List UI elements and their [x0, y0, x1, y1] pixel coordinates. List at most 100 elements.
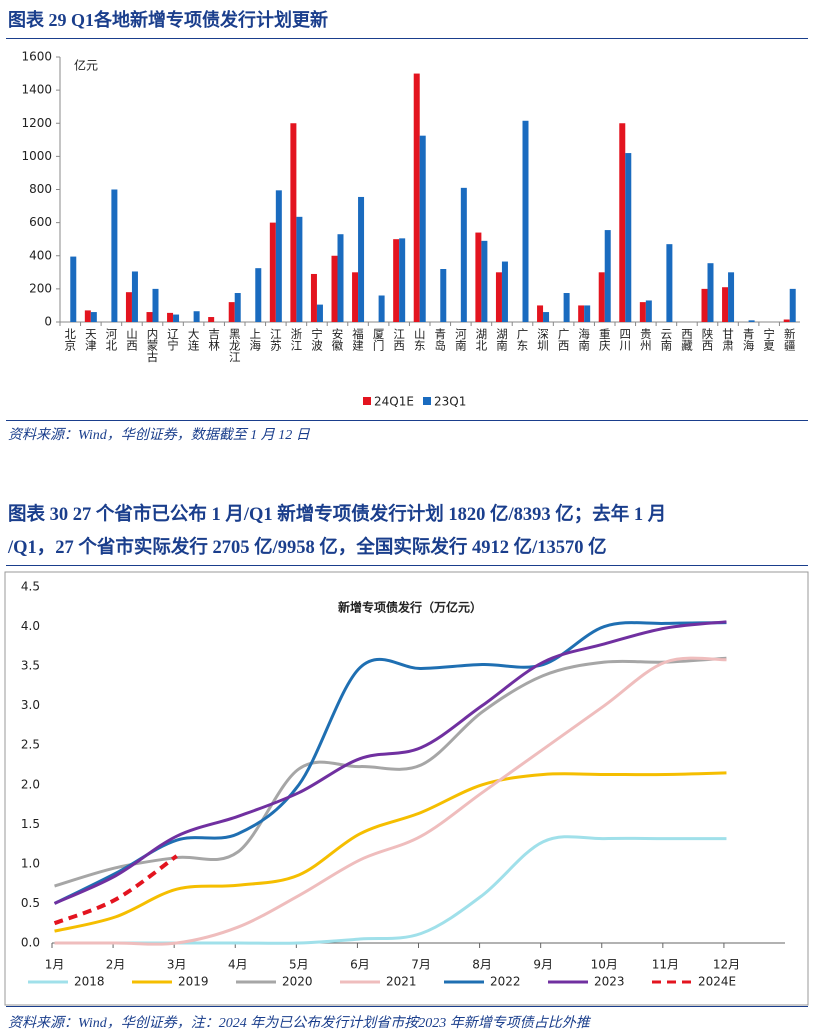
legend-label: 2023 [594, 975, 625, 989]
x-tick-label: 12月 [713, 958, 740, 972]
x-tick-label: 11月 [652, 958, 679, 972]
y-tick-label: 2.5 [21, 738, 40, 752]
x-tick-label: 6月 [350, 958, 370, 972]
bar [70, 256, 77, 322]
bar [234, 293, 241, 322]
bar [722, 287, 729, 322]
bar [228, 302, 235, 322]
x-tick-label: 7月 [411, 958, 431, 972]
x-tick-label: 山西 [125, 328, 139, 351]
bar [563, 293, 570, 322]
bar [495, 272, 502, 322]
legend-label: 24Q1E [374, 395, 414, 409]
x-tick-label: 9月 [533, 958, 553, 972]
x-tick-label: 福建 [351, 327, 365, 352]
chart-title: 新增专项债发行（万亿元） [338, 600, 482, 615]
bar [537, 305, 544, 322]
line-series [54, 771, 727, 933]
bar [193, 311, 200, 322]
x-tick-label: 3月 [167, 958, 187, 972]
y-tick-label: 1000 [21, 149, 52, 163]
x-tick-label: 云南 [659, 328, 673, 351]
bar [625, 153, 632, 322]
rule [6, 38, 808, 39]
x-tick-label: 新疆 [783, 327, 797, 351]
bar [728, 272, 735, 322]
bar [619, 123, 626, 322]
bar [578, 305, 585, 322]
x-tick-label: 广东 [516, 328, 530, 351]
x-tick-label: 湖北 [474, 327, 488, 351]
bar [748, 320, 755, 322]
legend-label: 2022 [490, 975, 521, 989]
bar [419, 135, 426, 322]
x-tick-label: 上海 [248, 328, 262, 352]
y-tick-label: 400 [29, 248, 52, 262]
bar [501, 261, 508, 322]
bar [393, 239, 400, 322]
y-tick-label: 0 [44, 315, 52, 329]
x-tick-label: 江苏 [269, 328, 283, 352]
caption: 图表 29 Q1各地新增专项债发行计划更新 [8, 10, 328, 30]
x-tick-label: 4月 [228, 958, 248, 972]
x-tick-label: 河北 [104, 328, 118, 351]
bar [789, 288, 796, 322]
bar [783, 319, 790, 322]
bar [290, 123, 297, 322]
x-tick-label: 广西 [557, 328, 571, 351]
y-tick-label: 3.5 [21, 659, 40, 673]
line-series [54, 656, 727, 888]
legend-label: 2019 [178, 975, 209, 989]
bar [208, 317, 215, 322]
bar [111, 189, 118, 322]
line-series [53, 621, 727, 905]
legend-label: 2021 [386, 975, 417, 989]
bar [275, 190, 282, 322]
x-tick-label: 1月 [45, 958, 65, 972]
frame [4, 571, 809, 1006]
x-tick-label: 宁波 [310, 327, 324, 352]
legend-label: 2018 [74, 975, 105, 989]
y-tick-label: 1400 [21, 83, 52, 97]
bar [707, 263, 714, 322]
bar [255, 268, 262, 322]
x-tick-label: 内蒙古 [146, 327, 160, 362]
bar [598, 272, 605, 322]
bar [604, 230, 611, 322]
bar [522, 120, 529, 322]
y-tick-label: 1.0 [21, 856, 40, 870]
bar [358, 196, 365, 322]
caption: 图表 30 27 个省市已公布 1 月/Q1 新增专项债发行计划 1820 亿/… [8, 505, 667, 525]
x-tick-label: 大连 [187, 327, 201, 352]
x-tick-label: 黑龙江 [228, 328, 242, 363]
x-tick-label: 山东 [413, 328, 427, 351]
y-tick-label: 4.5 [21, 580, 40, 594]
x-tick-label: 青岛 [433, 328, 447, 352]
x-tick-label: 江西 [392, 328, 406, 351]
bar [399, 238, 406, 322]
caption: /Q1，27 个省市实际发行 2705 亿/9958 亿，全国实际发行 4912… [8, 538, 607, 558]
bar [90, 312, 97, 322]
bar [131, 271, 138, 322]
bar [146, 312, 153, 322]
x-tick-label: 陕西 [701, 327, 715, 351]
source: 资料来源：Wind，华创证券，数据截至 1 月 12 日 [8, 428, 310, 443]
x-tick-label: 青海 [742, 328, 756, 352]
x-tick-label: 北京 [63, 328, 77, 352]
bar [316, 304, 323, 322]
bar [639, 302, 646, 322]
bar [310, 273, 317, 322]
x-tick-label: 湖南 [495, 327, 509, 351]
bar [296, 216, 303, 322]
bar [440, 269, 447, 322]
source: 资料来源：Wind，华创证券，注：2024 年为已公布发行计划省市按2023 年… [8, 1016, 590, 1031]
y-tick-label: 0.5 [21, 896, 40, 910]
x-tick-label: 浙江 [289, 328, 303, 351]
line-series [54, 835, 727, 945]
x-tick-label: 8月 [472, 958, 492, 972]
legend-swatch [363, 397, 371, 405]
bar [167, 312, 174, 322]
y-tick-label: 1.5 [21, 817, 40, 831]
line-series [54, 656, 727, 946]
